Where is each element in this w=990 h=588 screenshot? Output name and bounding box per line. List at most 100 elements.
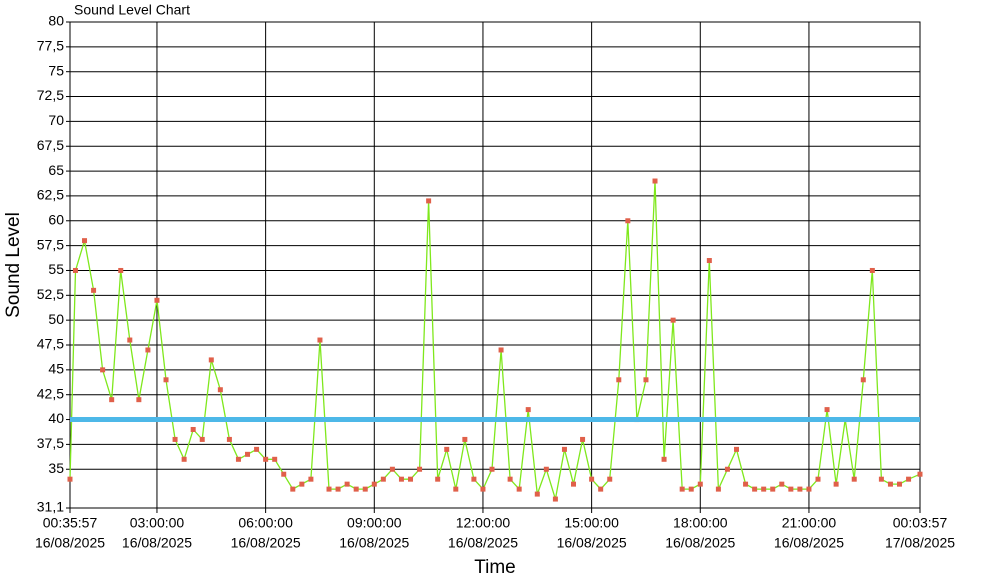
y-axis-label: Sound Level [3, 212, 24, 318]
x-tick-label: 09:00:00 [347, 515, 402, 531]
y-tick-label: 72,5 [37, 87, 64, 103]
x-tick-label: 16/08/2025 [557, 535, 627, 551]
marker [444, 446, 450, 452]
marker [353, 486, 359, 492]
marker [878, 476, 884, 482]
marker [534, 491, 540, 497]
marker [507, 476, 513, 482]
marker [245, 451, 251, 457]
marker [616, 377, 622, 383]
y-tick-label: 45 [48, 361, 64, 377]
marker [770, 486, 776, 492]
y-tick-label: 50 [48, 311, 64, 327]
marker [136, 397, 142, 403]
y-tick-label: 42,5 [37, 385, 64, 401]
marker [199, 436, 205, 442]
marker [163, 377, 169, 383]
marker [254, 446, 260, 452]
marker [761, 486, 767, 492]
x-tick-label: 00:35:57 [43, 515, 98, 531]
marker [118, 267, 124, 273]
x-tick-label: 17/08/2025 [885, 535, 955, 551]
marker [571, 481, 577, 487]
chart-title: Sound Level Chart [74, 2, 190, 18]
y-tick-label: 80 [48, 13, 64, 29]
marker [435, 476, 441, 482]
marker [217, 387, 223, 393]
marker [317, 337, 323, 343]
x-tick-label: 06:00:00 [238, 515, 293, 531]
x-axis-label: Time [474, 557, 516, 578]
marker [453, 486, 459, 492]
marker [824, 407, 830, 413]
marker [706, 258, 712, 264]
marker [552, 496, 558, 502]
marker [326, 486, 332, 492]
marker [181, 456, 187, 462]
marker [724, 466, 730, 472]
y-tick-label: 52,5 [37, 286, 64, 302]
marker [226, 436, 232, 442]
marker [72, 267, 78, 273]
y-tick-label: 60 [48, 211, 64, 227]
marker [272, 456, 278, 462]
marker [371, 481, 377, 487]
marker [82, 238, 88, 244]
y-tick-label: 40 [48, 410, 64, 426]
marker [697, 481, 703, 487]
marker [561, 446, 567, 452]
x-tick-label: 03:00:00 [130, 515, 185, 531]
marker [734, 446, 740, 452]
marker [362, 486, 368, 492]
marker [389, 466, 395, 472]
marker [917, 471, 923, 477]
y-tick-label: 65 [48, 162, 64, 178]
x-tick-label: 16/08/2025 [339, 535, 409, 551]
y-tick-label: 67,5 [37, 137, 64, 153]
y-tick-label: 55 [48, 261, 64, 277]
x-tick-label: 15:00:00 [564, 515, 619, 531]
marker [154, 297, 160, 303]
marker [235, 456, 241, 462]
marker [290, 486, 296, 492]
marker [145, 347, 151, 353]
y-tick-label: 35 [48, 460, 64, 476]
marker [344, 481, 350, 487]
marker [462, 436, 468, 442]
marker [471, 476, 477, 482]
marker [906, 476, 912, 482]
x-tick-label: 21:00:00 [782, 515, 837, 531]
marker [797, 486, 803, 492]
marker [833, 481, 839, 487]
marker [688, 486, 694, 492]
marker [489, 466, 495, 472]
y-tick-label: 62,5 [37, 187, 64, 203]
x-tick-label: 00:03:57 [893, 515, 948, 531]
x-tick-label: 16/08/2025 [665, 535, 735, 551]
marker [91, 287, 97, 293]
marker [127, 337, 133, 343]
marker [887, 481, 893, 487]
marker [860, 377, 866, 383]
marker [869, 267, 875, 273]
y-tick-label: 75 [48, 62, 64, 78]
marker [516, 486, 522, 492]
marker [498, 347, 504, 353]
marker [426, 198, 432, 204]
y-tick-label: 37,5 [37, 435, 64, 451]
marker [598, 486, 604, 492]
marker [398, 476, 404, 482]
marker [851, 476, 857, 482]
marker [897, 481, 903, 487]
marker [100, 367, 106, 373]
marker [308, 476, 314, 482]
marker [525, 407, 531, 413]
x-tick-label: 16/08/2025 [774, 535, 844, 551]
marker [408, 476, 414, 482]
marker [299, 481, 305, 487]
marker [109, 397, 115, 403]
marker [715, 486, 721, 492]
marker [263, 456, 269, 462]
marker [417, 466, 423, 472]
